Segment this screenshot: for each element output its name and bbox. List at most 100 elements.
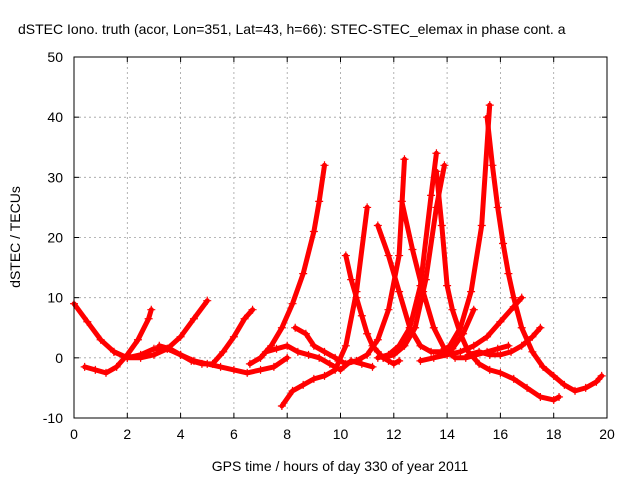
data-point — [96, 335, 105, 344]
data-point — [363, 329, 372, 338]
x-tick-label: 2 — [123, 426, 131, 442]
data-point — [256, 353, 265, 362]
data-point — [395, 287, 404, 296]
data-point — [416, 281, 425, 290]
tick-layer: 0 2 4 6 8 10 12 14 16 18 20 -10 0 10 20 30 40 50 — [43, 49, 615, 442]
x-tick-label: 14 — [439, 426, 455, 442]
data-point — [528, 347, 537, 356]
data-point — [315, 197, 324, 206]
data-point — [147, 305, 156, 314]
data-point — [277, 401, 286, 410]
data-point — [309, 374, 318, 383]
data-point — [176, 350, 185, 359]
data-point — [536, 392, 545, 401]
data-point — [443, 350, 452, 359]
data-point — [488, 161, 497, 170]
x-tick-label: 0 — [70, 426, 78, 442]
data-point — [504, 269, 513, 278]
data-layer — [70, 101, 606, 410]
data-point — [368, 341, 377, 350]
series-trace — [156, 307, 256, 367]
data-point — [395, 251, 404, 260]
data-series — [277, 203, 372, 410]
data-point — [437, 221, 446, 230]
data-point — [571, 386, 580, 395]
data-point — [301, 329, 310, 338]
data-point — [165, 344, 174, 353]
data-point — [136, 353, 145, 362]
data-point — [320, 161, 329, 170]
data-point — [123, 353, 132, 362]
data-point — [560, 380, 569, 389]
data-point — [528, 332, 537, 341]
data-point — [384, 251, 393, 260]
series-trace — [247, 162, 327, 367]
data-point — [341, 359, 350, 368]
data-point — [101, 368, 110, 377]
series-trace — [111, 298, 210, 361]
data-series — [432, 167, 564, 404]
data-point — [517, 323, 526, 332]
data-point — [309, 341, 318, 350]
y-axis-label: dSTEC / TECUs — [7, 186, 23, 288]
data-point — [549, 395, 558, 404]
data-point — [429, 353, 438, 362]
data-point — [357, 359, 366, 368]
data-point — [395, 356, 404, 365]
data-point — [539, 362, 548, 371]
data-point — [427, 191, 436, 200]
data-point — [496, 350, 505, 359]
data-point — [288, 299, 297, 308]
data-point — [483, 332, 492, 341]
x-tick-label: 10 — [333, 426, 349, 442]
data-point — [509, 302, 518, 311]
data-point — [144, 314, 153, 323]
data-point — [384, 305, 393, 314]
data-point — [549, 371, 558, 380]
data-point — [309, 227, 318, 236]
data-point — [240, 314, 249, 323]
data-point — [523, 383, 532, 392]
data-point — [331, 353, 340, 362]
data-point — [517, 341, 526, 350]
data-point — [389, 359, 398, 368]
data-point — [149, 350, 158, 359]
data-point — [291, 323, 300, 332]
x-tick-label: 18 — [546, 426, 562, 442]
series-trace — [82, 307, 154, 376]
data-point — [456, 323, 465, 332]
y-tick-label: 20 — [47, 230, 63, 246]
series-trace — [292, 156, 407, 367]
data-series — [464, 323, 545, 359]
y-tick-label: -10 — [43, 410, 63, 426]
data-point — [245, 359, 254, 368]
data-point — [133, 335, 142, 344]
data-series — [483, 113, 606, 395]
series-trace — [375, 223, 477, 355]
data-point — [485, 101, 494, 110]
data-point — [272, 344, 281, 353]
data-point — [475, 347, 484, 356]
data-point — [483, 113, 492, 122]
data-point — [155, 341, 164, 350]
data-point — [509, 293, 518, 302]
data-point — [592, 377, 601, 386]
y-tick-label: 0 — [55, 350, 63, 366]
data-point — [304, 350, 313, 359]
data-point — [440, 161, 449, 170]
data-point — [261, 347, 270, 356]
data-point — [256, 365, 265, 374]
data-point — [197, 359, 206, 368]
data-point — [357, 311, 366, 320]
data-point — [496, 368, 505, 377]
data-point — [325, 359, 334, 368]
data-point — [109, 347, 118, 356]
data-point — [363, 350, 372, 359]
data-point — [493, 203, 502, 212]
data-point — [229, 365, 238, 374]
data-point — [277, 323, 286, 332]
data-series — [373, 149, 441, 362]
data-series — [416, 293, 526, 365]
series-trace — [433, 168, 562, 403]
